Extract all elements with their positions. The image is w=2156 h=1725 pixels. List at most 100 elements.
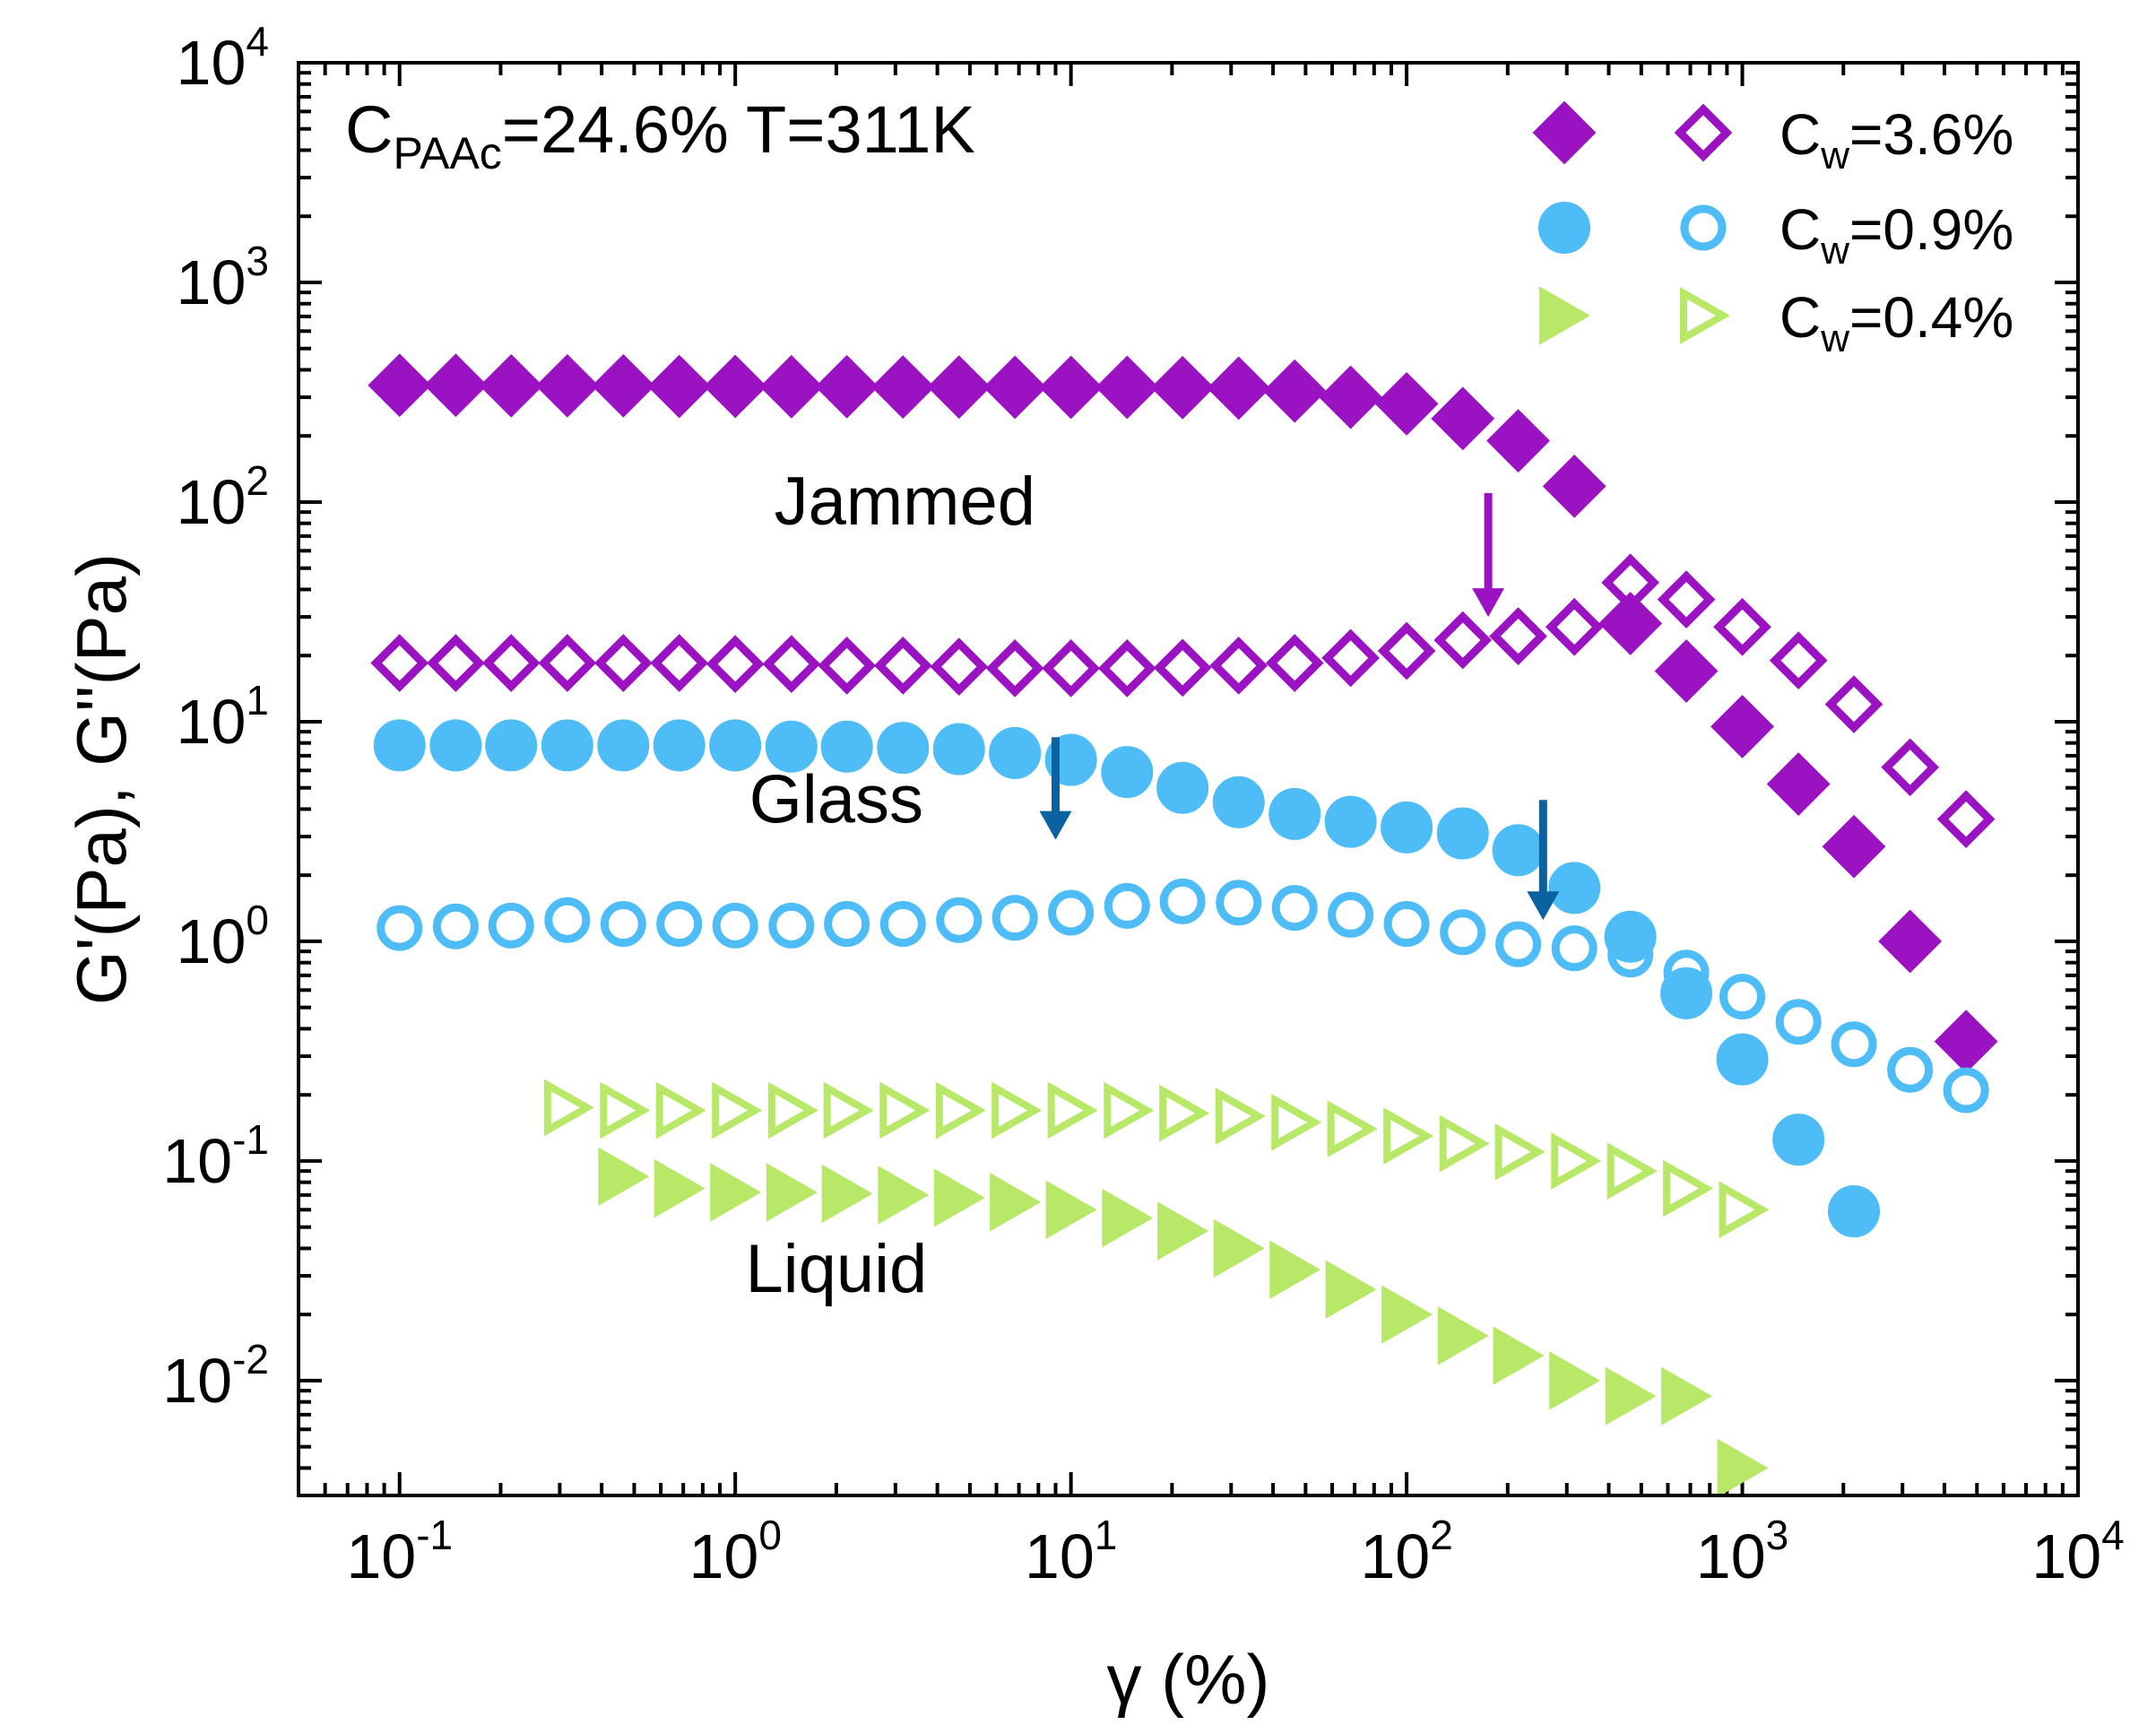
data-point bbox=[1548, 862, 1601, 915]
data-point bbox=[1719, 974, 1766, 1020]
x-tick-label: 100 bbox=[688, 1512, 781, 1591]
data-point bbox=[870, 355, 935, 420]
data-point bbox=[1489, 607, 1547, 665]
annotation-arrow bbox=[1527, 800, 1560, 921]
data-point bbox=[1486, 409, 1550, 473]
data-point bbox=[935, 1081, 986, 1140]
legend-item: Cw=3.6% bbox=[1532, 100, 2013, 178]
data-point bbox=[535, 353, 600, 418]
series-3 bbox=[377, 878, 1989, 1114]
data-point bbox=[1325, 1260, 1377, 1319]
data-point bbox=[1381, 801, 1433, 854]
data-point bbox=[1943, 1067, 1989, 1114]
legend-item: Cw=0.9% bbox=[1538, 197, 2013, 273]
data-point bbox=[1828, 1185, 1881, 1238]
data-point bbox=[427, 634, 485, 692]
data-point bbox=[1215, 1088, 1266, 1145]
legend-marker-filled bbox=[1538, 202, 1590, 254]
data-point bbox=[706, 635, 765, 694]
data-point bbox=[1495, 921, 1542, 967]
series-5 bbox=[543, 1079, 1770, 1239]
x-tick-label: 103 bbox=[1696, 1512, 1788, 1591]
legend: Cw=3.6% Cw=0.9% Cw=0.4% bbox=[1532, 100, 2013, 360]
data-point bbox=[1436, 807, 1489, 860]
data-point bbox=[1713, 597, 1771, 656]
ticks-layer: 10-1 100 101 102 103 104 10-2 10-1 100 101 102 103 1… bbox=[162, 18, 2125, 1591]
data-point bbox=[815, 354, 879, 419]
data-point bbox=[1831, 1021, 1877, 1068]
data-point bbox=[820, 720, 873, 773]
data-point bbox=[767, 1081, 818, 1140]
data-point bbox=[1328, 891, 1374, 938]
data-point bbox=[1104, 882, 1150, 929]
x-tick-label: 10-1 bbox=[346, 1512, 453, 1591]
data-point bbox=[709, 719, 762, 772]
data-point bbox=[655, 1081, 706, 1140]
data-point bbox=[1153, 638, 1212, 698]
data-point bbox=[370, 634, 429, 692]
data-point bbox=[1661, 1366, 1713, 1426]
data-point bbox=[1772, 1114, 1825, 1166]
data-point bbox=[373, 719, 426, 772]
data-point bbox=[762, 635, 821, 694]
data-point bbox=[1663, 1159, 1714, 1218]
data-point bbox=[1936, 790, 1996, 849]
data-point bbox=[1542, 454, 1606, 518]
legend-marker-filled bbox=[1532, 100, 1597, 165]
x-axis-title: γ (%) bbox=[1107, 1640, 1270, 1719]
legend-marker-open bbox=[1674, 103, 1733, 162]
data-point bbox=[1710, 694, 1774, 758]
data-point bbox=[1493, 1326, 1545, 1385]
data-point bbox=[930, 637, 989, 696]
data-point bbox=[1042, 639, 1100, 698]
data-point bbox=[654, 1158, 706, 1218]
data-point bbox=[1551, 925, 1598, 972]
data-point bbox=[1766, 752, 1831, 816]
series-layer bbox=[368, 353, 1998, 1498]
region-label-glass: Glass bbox=[749, 761, 923, 837]
data-point bbox=[1159, 1084, 1210, 1142]
y-axis-title: G'(Pa), G''(Pa) bbox=[62, 553, 141, 1005]
data-point bbox=[765, 720, 818, 773]
data-point bbox=[368, 353, 432, 418]
data-point bbox=[1657, 570, 1716, 629]
data-point bbox=[703, 354, 767, 419]
data-point bbox=[712, 1081, 763, 1140]
data-point bbox=[1381, 1285, 1433, 1344]
data-point bbox=[1048, 889, 1095, 936]
data-point bbox=[768, 902, 815, 949]
data-point bbox=[479, 353, 543, 418]
annotation-layer: CPAAc=24.6% T=311K Jammed Glass Liquid bbox=[345, 92, 1560, 1307]
data-point bbox=[1492, 824, 1545, 877]
data-point bbox=[1494, 1123, 1546, 1181]
data-point bbox=[1159, 878, 1206, 924]
data-point bbox=[1775, 999, 1822, 1045]
data-point bbox=[1824, 675, 1883, 733]
x-tick-label: 101 bbox=[1025, 1512, 1117, 1591]
data-point bbox=[1101, 746, 1154, 799]
data-point bbox=[1878, 909, 1943, 974]
data-point bbox=[991, 895, 1038, 941]
data-point bbox=[1319, 365, 1383, 429]
y-tick-label: 10-2 bbox=[162, 1336, 269, 1416]
data-point bbox=[1212, 776, 1265, 828]
data-point bbox=[710, 1163, 762, 1222]
data-point bbox=[1769, 631, 1828, 690]
data-point bbox=[1213, 1218, 1265, 1279]
data-point bbox=[1039, 355, 1104, 420]
data-point bbox=[1605, 1366, 1657, 1426]
data-point bbox=[1262, 359, 1327, 423]
data-point bbox=[818, 637, 877, 695]
data-point bbox=[377, 905, 423, 951]
data-point bbox=[597, 719, 650, 772]
data-point bbox=[488, 902, 534, 949]
data-point bbox=[538, 634, 597, 692]
data-point bbox=[1545, 597, 1604, 656]
data-point bbox=[766, 1163, 818, 1222]
data-point bbox=[877, 722, 930, 775]
data-point bbox=[1271, 1093, 1322, 1151]
data-point bbox=[1383, 901, 1430, 948]
data-point bbox=[1439, 1114, 1490, 1173]
legend-item: Cw=0.4% bbox=[1539, 285, 2013, 360]
legend-marker-open bbox=[1680, 204, 1727, 251]
